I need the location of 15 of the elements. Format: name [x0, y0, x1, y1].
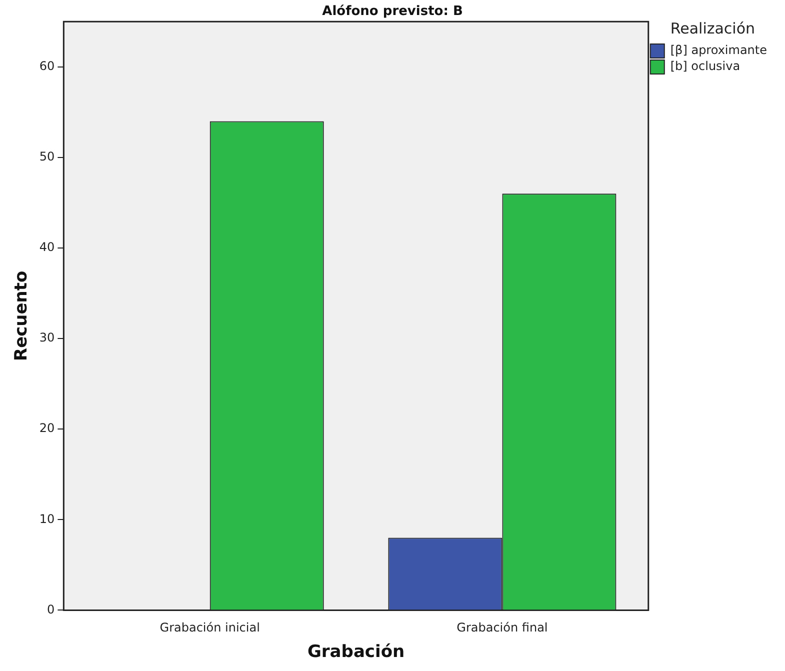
- y-tick-label: 40: [39, 240, 55, 254]
- x-tick-label: Grabación final: [456, 620, 548, 635]
- y-tick-label: 10: [39, 512, 55, 526]
- y-tick-label: 30: [39, 330, 55, 345]
- y-tick-label: 20: [39, 421, 55, 436]
- y-tick-label: 60: [39, 59, 55, 73]
- x-axis-title: Grabación: [307, 642, 405, 662]
- legend-label: [β] aproximante: [670, 43, 768, 58]
- y-axis-title: Recuento: [12, 270, 32, 362]
- chart-title: Alófono previsto: B: [322, 4, 463, 20]
- legend-label: [b] oclusiva: [670, 59, 740, 74]
- legend-title: Realización: [670, 19, 756, 38]
- x-tick-label: Grabación inicial: [160, 620, 260, 635]
- y-tick-label: 0: [47, 602, 55, 616]
- y-tick-label: 50: [39, 150, 55, 164]
